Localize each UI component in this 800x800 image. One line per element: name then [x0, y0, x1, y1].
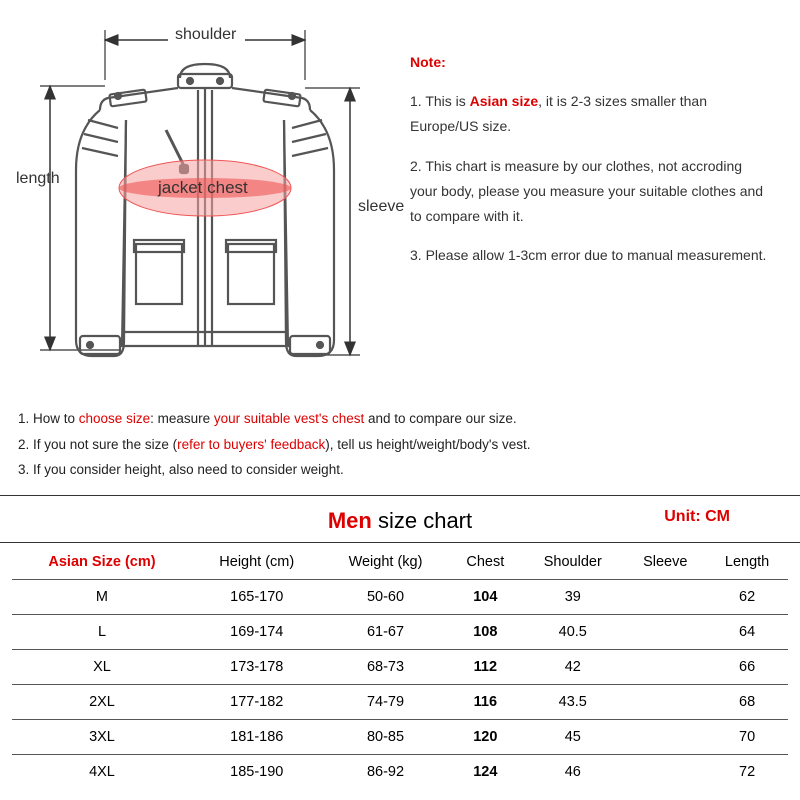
cell: 165-170: [192, 579, 322, 614]
jacket-diagram: shoulder: [10, 20, 400, 390]
cell: 124: [449, 754, 521, 789]
cell: [624, 579, 706, 614]
cell: 185-190: [192, 754, 322, 789]
tip-3: 3. If you consider height, also need to …: [18, 457, 782, 483]
cell: 46: [521, 754, 624, 789]
cell: 80-85: [322, 719, 450, 754]
col-6: Length: [706, 545, 788, 580]
table-row: 3XL181-18680-8512045 70: [12, 719, 788, 754]
cell: 116: [449, 684, 521, 719]
length-label: length: [16, 170, 60, 188]
cell: L: [12, 614, 192, 649]
chest-label: jacket chest: [158, 178, 248, 198]
cell: 64: [706, 614, 788, 649]
chart-title: Men size chart Unit: CM: [0, 498, 800, 540]
table-row: 2XL177-18274-7911643.5 68: [12, 684, 788, 719]
cell: 43.5: [521, 684, 624, 719]
cell: 72: [706, 754, 788, 789]
cell: 62: [706, 579, 788, 614]
cell: 2XL: [12, 684, 192, 719]
cell: 86-92: [322, 754, 450, 789]
cell: 42: [521, 649, 624, 684]
cell: 39: [521, 579, 624, 614]
size-table: Asian Size (cm)Height (cm)Weight (kg)Che…: [12, 545, 788, 789]
col-4: Shoulder: [521, 545, 624, 580]
cell: 108: [449, 614, 521, 649]
table-row: XL173-17868-7311242 66: [12, 649, 788, 684]
cell: 173-178: [192, 649, 322, 684]
cell: 40.5: [521, 614, 624, 649]
cell: 74-79: [322, 684, 450, 719]
jacket-svg: [10, 20, 400, 390]
divider-mid: [0, 542, 800, 543]
cell: 50-60: [322, 579, 450, 614]
note-title: Note:: [410, 54, 446, 70]
cell: 4XL: [12, 754, 192, 789]
note-1: 1. This is Asian size, it is 2-3 sizes s…: [410, 89, 770, 139]
cell: 3XL: [12, 719, 192, 754]
notes-block: Note: 1. This is Asian size, it is 2-3 s…: [400, 20, 790, 390]
divider-top: [0, 495, 800, 496]
col-5: Sleeve: [624, 545, 706, 580]
cell: 45: [521, 719, 624, 754]
table-row: L169-17461-6710840.5 64: [12, 614, 788, 649]
note-2: 2. This chart is measure by our clothes,…: [410, 154, 770, 230]
cell: M: [12, 579, 192, 614]
unit-label: Unit: CM: [664, 508, 730, 526]
cell: [624, 754, 706, 789]
table-row: M165-17050-6010439 62: [12, 579, 788, 614]
cell: 112: [449, 649, 521, 684]
tips-block: 1. How to choose size: measure your suit…: [0, 400, 800, 493]
sleeve-label: sleeve: [358, 198, 404, 216]
cell: 181-186: [192, 719, 322, 754]
col-0: Asian Size (cm): [12, 545, 192, 580]
cell: 61-67: [322, 614, 450, 649]
table-row: 4XL185-19086-9212446 72: [12, 754, 788, 789]
cell: XL: [12, 649, 192, 684]
cell: 70: [706, 719, 788, 754]
col-3: Chest: [449, 545, 521, 580]
cell: [624, 684, 706, 719]
note-3: 3. Please allow 1-3cm error due to manua…: [410, 243, 770, 268]
cell: 66: [706, 649, 788, 684]
cell: 169-174: [192, 614, 322, 649]
cell: 104: [449, 579, 521, 614]
tip-1: 1. How to choose size: measure your suit…: [18, 406, 782, 432]
cell: 120: [449, 719, 521, 754]
cell: [624, 614, 706, 649]
col-1: Height (cm): [192, 545, 322, 580]
cell: [624, 649, 706, 684]
cell: 68-73: [322, 649, 450, 684]
cell: 68: [706, 684, 788, 719]
cell: [624, 719, 706, 754]
cell: 177-182: [192, 684, 322, 719]
col-2: Weight (kg): [322, 545, 450, 580]
tip-2: 2. If you not sure the size (refer to bu…: [18, 432, 782, 458]
